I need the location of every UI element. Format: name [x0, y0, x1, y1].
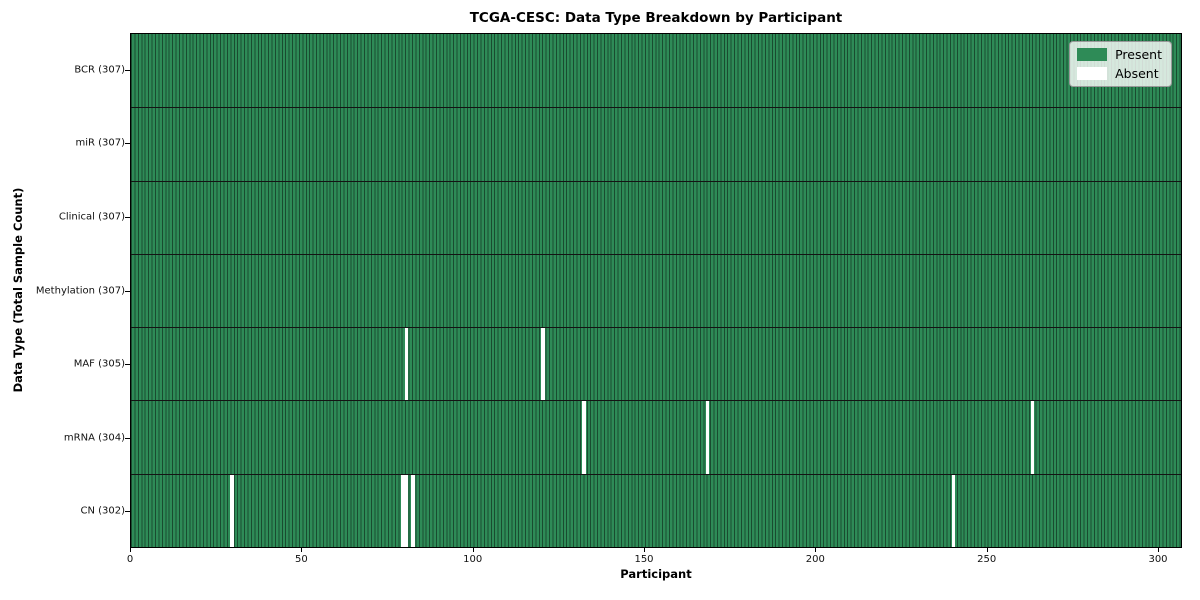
legend-entry-present: Present	[1077, 47, 1162, 62]
y-tick-label-mRNA: mRNA (304)	[63, 432, 125, 444]
absent-cell-MAF-80	[404, 328, 409, 401]
absent-cell-mRNA-132	[582, 401, 586, 474]
legend-entry-absent: Absent	[1077, 66, 1162, 81]
absent-cell-CN-82	[411, 474, 415, 547]
x-tick-label-200: 200	[805, 554, 825, 565]
y-axis-label: Data Type (Total Sample Count)	[11, 187, 25, 393]
legend: Present Absent	[1069, 41, 1172, 87]
x-tick-label-150: 150	[634, 554, 654, 565]
x-tick-label-50: 50	[294, 554, 308, 565]
absent-cell-mRNA-168	[705, 401, 709, 474]
y-tick-label-MAF: MAF (305)	[73, 358, 125, 370]
x-tick-mark	[472, 548, 474, 552]
y-tick-label-Methylation: Methylation (307)	[35, 285, 125, 296]
y-tick-mark	[125, 437, 130, 439]
absent-cell-CN-240	[951, 474, 956, 547]
x-tick-mark	[301, 548, 303, 552]
y-tick-mark	[125, 364, 130, 366]
x-tick-label-300: 300	[1148, 554, 1168, 565]
heatmap-grid	[131, 34, 1181, 547]
x-tick-label-250: 250	[977, 554, 997, 565]
chart-title: TCGA-CESC: Data Type Breakdown by Partic…	[469, 10, 843, 26]
plot-area: Present Absent	[130, 33, 1182, 548]
y-tick-mark	[125, 216, 130, 218]
absent-cell-CN-29	[230, 474, 234, 547]
heatmap-row-mRNA	[131, 400, 1181, 474]
y-tick-mark	[125, 143, 130, 145]
x-tick-mark	[644, 548, 645, 552]
y-tick-mark	[125, 511, 130, 513]
absent-cell-CN-79	[401, 474, 405, 547]
y-tick-label-Clinical: Clinical (307)	[58, 211, 125, 223]
y-tick-label-miR: miR (307)	[75, 137, 125, 149]
x-tick-mark	[1158, 548, 1159, 552]
x-tick-label-0: 0	[126, 554, 134, 565]
y-tick-mark	[125, 69, 130, 71]
y-tick-label-CN: CN (302)	[80, 505, 125, 517]
x-tick-label-100: 100	[463, 554, 483, 565]
absent-cell-MAF-120	[541, 328, 545, 401]
legend-label: Present	[1115, 47, 1162, 62]
x-tick-mark	[986, 548, 988, 552]
y-tick-label-BCR: BCR (307)	[74, 64, 125, 76]
heatmap-row-Clinical	[131, 180, 1181, 254]
x-axis-label: Participant	[620, 567, 692, 581]
heatmap-row-miR	[131, 107, 1181, 181]
absent-cell-CN-80	[404, 474, 409, 547]
x-tick-mark	[130, 548, 131, 552]
x-tick-mark	[815, 548, 817, 552]
legend-label: Absent	[1115, 66, 1159, 81]
heatmap-row-Methylation	[131, 253, 1181, 328]
heatmap-row-MAF	[131, 327, 1181, 401]
legend-swatch-present	[1077, 48, 1108, 61]
legend-swatch-absent	[1077, 67, 1108, 80]
heatmap-row-BCR	[131, 34, 1181, 108]
absent-cell-mRNA-263	[1030, 401, 1034, 474]
y-tick-mark	[125, 290, 130, 292]
heatmap-row-CN	[131, 473, 1181, 547]
